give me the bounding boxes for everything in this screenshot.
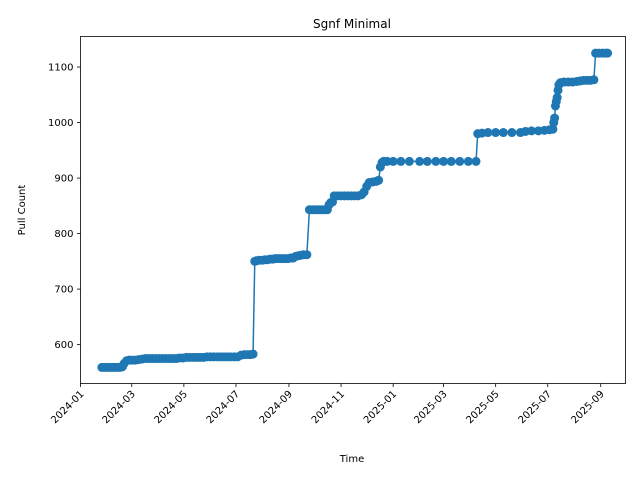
data-point (388, 156, 398, 166)
series-line (101, 52, 608, 369)
chart-title: Sgnf Minimal (313, 17, 391, 31)
plot-area (97, 48, 613, 372)
data-point (550, 113, 560, 123)
x-tick-label: 2025-05 (464, 389, 501, 426)
plot-frame (80, 36, 626, 384)
data-point (248, 349, 258, 359)
x-tick-label: 2024-01 (49, 389, 86, 426)
data-point (431, 156, 441, 166)
data-point (552, 93, 562, 103)
data-point (471, 156, 481, 166)
x-tick-label: 2024-07 (205, 389, 242, 426)
x-tick-label: 2024-11 (310, 389, 347, 426)
x-tick-label: 2025-07 (517, 389, 554, 426)
data-point (491, 128, 501, 138)
data-point (422, 156, 432, 166)
x-axis-label: Time (339, 454, 364, 465)
data-point (498, 128, 508, 138)
data-point (589, 75, 599, 85)
data-point (439, 156, 449, 166)
y-tick-label: 600 (54, 340, 73, 351)
data-point (463, 156, 473, 166)
y-axis-label: Pull Count (17, 185, 28, 236)
data-point (404, 156, 414, 166)
y-axis: 600 700 800 900 1000 1100 (48, 63, 81, 351)
data-point (302, 250, 312, 260)
data-point (527, 126, 537, 136)
x-tick-label: 2025-09 (570, 389, 607, 426)
data-point (603, 48, 613, 58)
x-axis: 2024-01 2024-03 2024-05 2024-07 2024-09 2024-… (49, 383, 607, 426)
data-point (507, 128, 517, 138)
data-point (446, 156, 456, 166)
y-tick-label: 800 (54, 229, 73, 240)
data-point (374, 175, 384, 185)
data-point (415, 156, 425, 166)
data-point (483, 128, 493, 138)
x-tick-label: 2024-09 (258, 389, 295, 426)
x-tick-label: 2025-01 (362, 389, 399, 426)
x-tick-label: 2024-03 (101, 389, 138, 426)
data-point (455, 156, 465, 166)
y-tick-label: 700 (54, 285, 73, 296)
y-tick-label: 1100 (48, 63, 73, 74)
y-tick-label: 1000 (48, 118, 73, 129)
data-point (548, 124, 558, 134)
x-tick-label: 2025-03 (412, 389, 449, 426)
data-point (396, 156, 406, 166)
x-tick-label: 2024-05 (153, 389, 190, 426)
y-tick-label: 900 (54, 174, 73, 185)
